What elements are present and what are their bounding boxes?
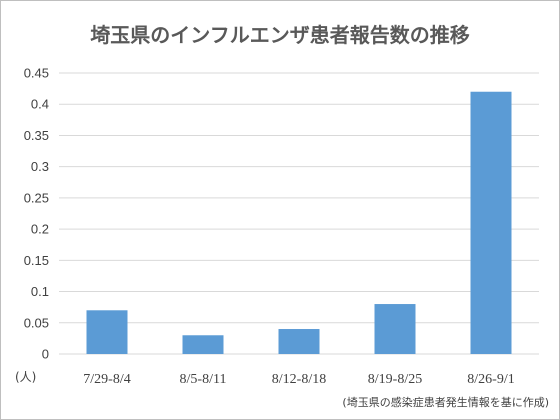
y-tick-label: 0.15 (24, 253, 49, 268)
y-tick-label: 0.4 (31, 97, 49, 112)
x-axis-category-labels: 7/29-8/4 8/5-8/11 8/12-8/18 8/19-8/25 8/26-9… (83, 372, 514, 387)
y-tick-label: 0.05 (24, 315, 49, 330)
y-tick-label: 0.25 (24, 190, 49, 205)
x-category-label: 8/19-8/25 (368, 372, 422, 387)
y-tick-label: 0 (42, 347, 49, 362)
bar (374, 304, 416, 354)
bar (182, 335, 224, 354)
y-tick-label: 0.45 (24, 66, 49, 81)
unit-label: (人) (15, 370, 36, 384)
y-tick-label: 0.3 (31, 159, 49, 174)
x-category-label: 7/29-8/4 (83, 372, 130, 387)
bar (86, 310, 128, 354)
chart-title: 埼玉県のインフルエンザ患者報告数の推移 (90, 23, 469, 47)
source-note: (埼玉県の感染症患者発生情報を基に作成) (342, 395, 549, 409)
x-category-label: 8/12-8/18 (272, 372, 326, 387)
bars (86, 91, 512, 354)
y-tick-label: 0.2 (31, 222, 49, 237)
bar (470, 91, 512, 354)
y-tick-label: 0.35 (24, 128, 49, 143)
bar (278, 329, 320, 354)
x-category-label: 8/5-8/11 (180, 372, 227, 387)
gridlines (59, 72, 539, 355)
y-axis-tick-labels: 0 0.05 0.1 0.15 0.2 0.25 0.3 0.35 0.4 0.45 (24, 66, 49, 362)
x-category-label: 8/26-9/1 (467, 372, 514, 387)
y-tick-label: 0.1 (31, 284, 49, 299)
